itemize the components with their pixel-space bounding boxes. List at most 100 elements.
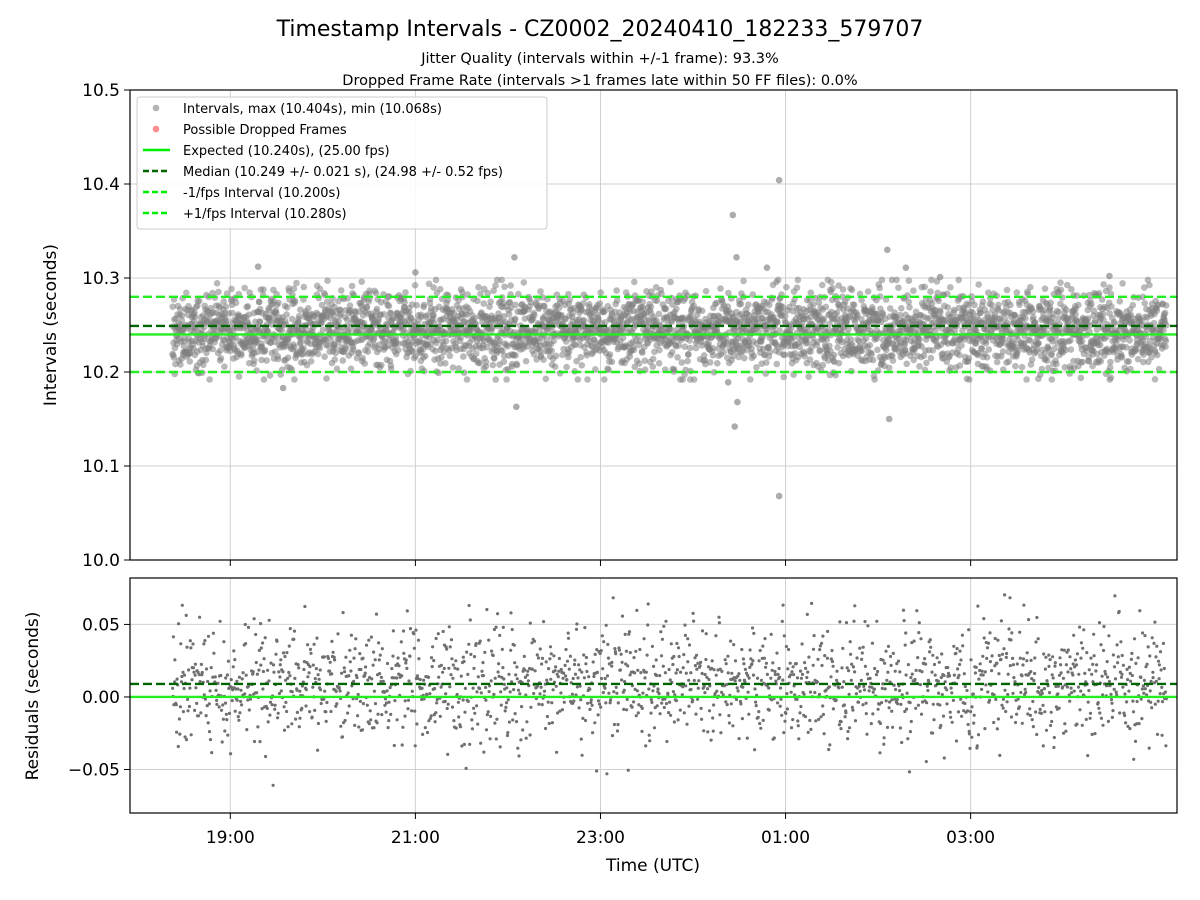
residual-point: [683, 623, 687, 627]
residual-point: [414, 628, 418, 632]
residual-point: [703, 672, 707, 677]
residual-point: [545, 678, 549, 682]
residual-point: [235, 698, 239, 702]
residual-point: [704, 632, 708, 636]
residual-point: [275, 639, 279, 643]
residual-point: [497, 662, 501, 666]
residual-point: [699, 660, 703, 665]
interval-point: [256, 318, 264, 326]
residual-point: [598, 651, 602, 656]
residual-point: [727, 721, 732, 725]
interval-point: [361, 360, 369, 367]
residual-point: [506, 731, 510, 735]
interval-point: [685, 351, 692, 358]
residual-point: [507, 720, 511, 724]
residual-point: [400, 674, 404, 678]
residual-point: [173, 658, 177, 662]
residual-point: [433, 686, 437, 691]
interval-outlier-point: [884, 246, 891, 254]
residual-point: [508, 690, 512, 694]
residual-point: [292, 637, 296, 641]
residual-point: [361, 702, 365, 706]
interval-point: [394, 340, 402, 348]
interval-point: [889, 357, 897, 364]
residual-point: [583, 626, 587, 630]
residual-point: [462, 659, 466, 664]
interval-point: [673, 305, 680, 313]
interval-point: [1162, 337, 1170, 345]
residual-point: [800, 642, 804, 646]
residual-point: [741, 685, 745, 689]
interval-point: [649, 355, 657, 363]
residual-point: [475, 690, 479, 694]
residual-point: [580, 670, 584, 674]
residual-point: [238, 711, 242, 715]
residual-point: [764, 665, 768, 669]
residual-point: [401, 629, 406, 633]
residual-point: [208, 689, 212, 693]
residual-point: [758, 721, 762, 726]
interval-point: [394, 346, 402, 354]
residual-point: [229, 752, 233, 756]
residual-point: [614, 685, 618, 690]
residual-point: [255, 672, 259, 676]
residual-point: [413, 709, 417, 713]
interval-point: [601, 376, 608, 383]
residual-point: [785, 707, 790, 711]
residual-point: [489, 714, 493, 719]
residual-point: [624, 649, 629, 653]
residual-point: [803, 715, 808, 719]
residual-point: [406, 707, 410, 711]
residual-point: [616, 701, 620, 705]
residual-point: [679, 670, 683, 674]
residual-point: [523, 668, 527, 672]
residual-point: [430, 665, 434, 669]
residual-point: [211, 631, 215, 635]
residual-point: [236, 687, 240, 691]
residual-point: [496, 612, 500, 616]
residual-point: [290, 690, 294, 694]
interval-point: [263, 357, 270, 364]
residual-point: [317, 677, 321, 681]
residual-point: [494, 737, 498, 741]
legend-label: Intervals, max (10.404s), min (10.068s): [183, 102, 442, 117]
residual-point: [325, 700, 329, 705]
residual-point: [776, 701, 780, 705]
interval-point: [531, 311, 538, 319]
residual-point: [667, 667, 671, 672]
interval-point: [737, 300, 745, 308]
interval-point: [706, 359, 714, 366]
interval-point: [1126, 337, 1133, 344]
residual-point: [720, 669, 724, 674]
residual-point: [447, 666, 451, 670]
residual-point: [306, 643, 310, 647]
residual-point: [761, 718, 765, 723]
interval-point: [291, 297, 299, 305]
residual-point: [520, 705, 524, 709]
residual-point: [209, 666, 213, 670]
residual-point: [359, 667, 363, 672]
legend-label: +1/fps Interval (10.280s): [183, 207, 347, 222]
interval-point: [1107, 358, 1114, 366]
residual-point: [282, 705, 286, 709]
residual-point: [551, 688, 555, 692]
residual-point: [775, 651, 779, 655]
interval-point: [275, 299, 282, 307]
interval-point: [512, 301, 519, 309]
interval-point: [584, 376, 591, 383]
residual-point: [658, 674, 662, 678]
interval-point: [432, 276, 440, 284]
interval-point: [413, 301, 421, 309]
residual-point: [402, 651, 406, 655]
residual-point: [682, 653, 686, 657]
residual-point: [736, 689, 740, 693]
residual-point: [546, 700, 550, 704]
interval-point: [458, 288, 466, 296]
residual-point: [446, 752, 450, 757]
residual-point: [806, 670, 810, 674]
residual-point: [451, 663, 455, 667]
residual-point: [788, 661, 792, 665]
residual-point: [308, 647, 313, 652]
residual-point: [748, 648, 752, 652]
residual-point: [518, 692, 522, 696]
